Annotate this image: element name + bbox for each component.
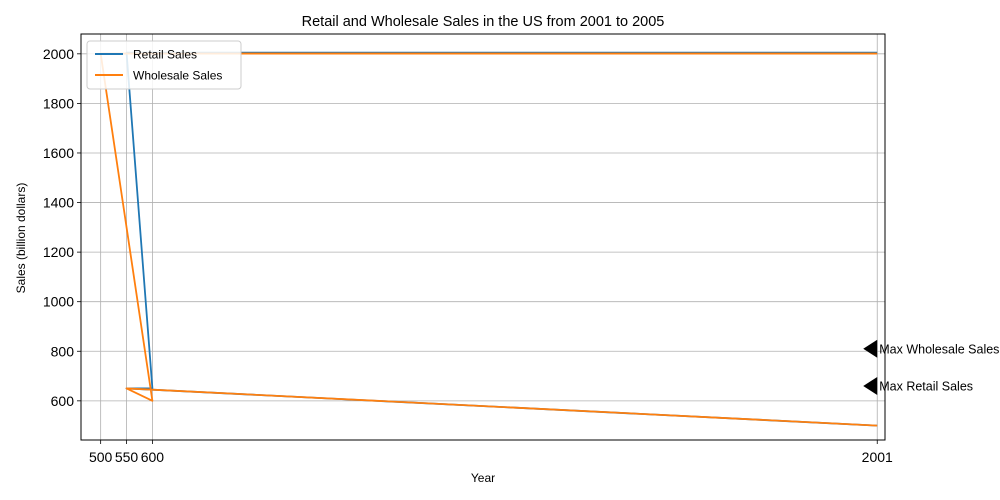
x-tick-label: 500 — [89, 449, 113, 465]
x-tick-label: 600 — [141, 449, 165, 465]
y-tick-label: 1000 — [43, 294, 74, 310]
legend: Retail Sales Wholesale Sales — [86, 40, 242, 90]
y-tick-label: 1600 — [43, 145, 74, 161]
max-retail-sales-annotation: Max Retail Sales — [879, 379, 973, 393]
legend-box — [86, 40, 242, 90]
legend-label-wholesale: Wholesale Sales — [133, 69, 222, 83]
legend-label-retail: Retail Sales — [133, 48, 197, 62]
max-wholesale-sales-annotation: Max Wholesale Sales — [879, 342, 999, 356]
chart-title: Retail and Wholesale Sales in the US fro… — [302, 14, 665, 30]
x-tick-label: 550 — [115, 449, 139, 465]
y-tick-label: 600 — [51, 393, 75, 409]
y-tick-label: 2000 — [43, 46, 74, 62]
y-axis-title: Sales (billion dollars) — [14, 183, 28, 294]
plot-frame — [80, 33, 886, 441]
x-axis-title: Year — [471, 471, 495, 485]
max-wholesale-sales-arrow — [863, 339, 878, 358]
grid — [81, 34, 885, 440]
x-tick-label: 2001 — [862, 449, 893, 465]
annotations: Max Retail Sales Max Wholesale Sales — [863, 339, 999, 395]
y-tick-label: 1200 — [43, 244, 74, 260]
y-tick-label: 800 — [51, 343, 75, 359]
axis-ticks: 500 550 600 2001600800100012001400160018002… — [43, 46, 893, 465]
max-retail-sales-arrow — [863, 376, 878, 395]
y-tick-label: 1400 — [43, 195, 74, 211]
y-tick-label: 1800 — [43, 95, 74, 111]
